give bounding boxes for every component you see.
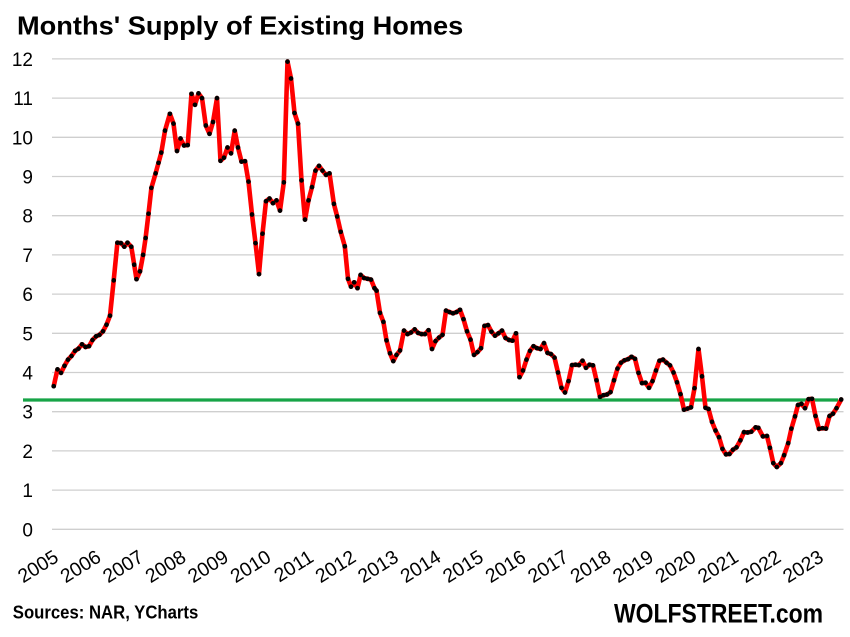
svg-text:12: 12 bbox=[12, 50, 33, 71]
svg-text:4: 4 bbox=[22, 364, 33, 385]
svg-text:Months' Supply of Existing Hom: Months' Supply of Existing Homes bbox=[17, 11, 463, 41]
svg-text:1: 1 bbox=[22, 481, 33, 502]
svg-text:5: 5 bbox=[22, 324, 33, 345]
svg-text:9: 9 bbox=[22, 168, 33, 189]
svg-text:2: 2 bbox=[22, 442, 33, 463]
svg-text:11: 11 bbox=[13, 89, 33, 110]
svg-text:7: 7 bbox=[22, 246, 33, 267]
svg-text:Sources: NAR, YCharts: Sources: NAR, YCharts bbox=[13, 602, 199, 623]
svg-text:8: 8 bbox=[22, 207, 33, 228]
svg-text:WOLFSTREET.com: WOLFSTREET.com bbox=[614, 598, 823, 628]
svg-text:6: 6 bbox=[22, 285, 33, 306]
svg-text:0: 0 bbox=[22, 520, 33, 541]
svg-text:10: 10 bbox=[12, 128, 33, 149]
svg-text:3: 3 bbox=[22, 403, 33, 424]
